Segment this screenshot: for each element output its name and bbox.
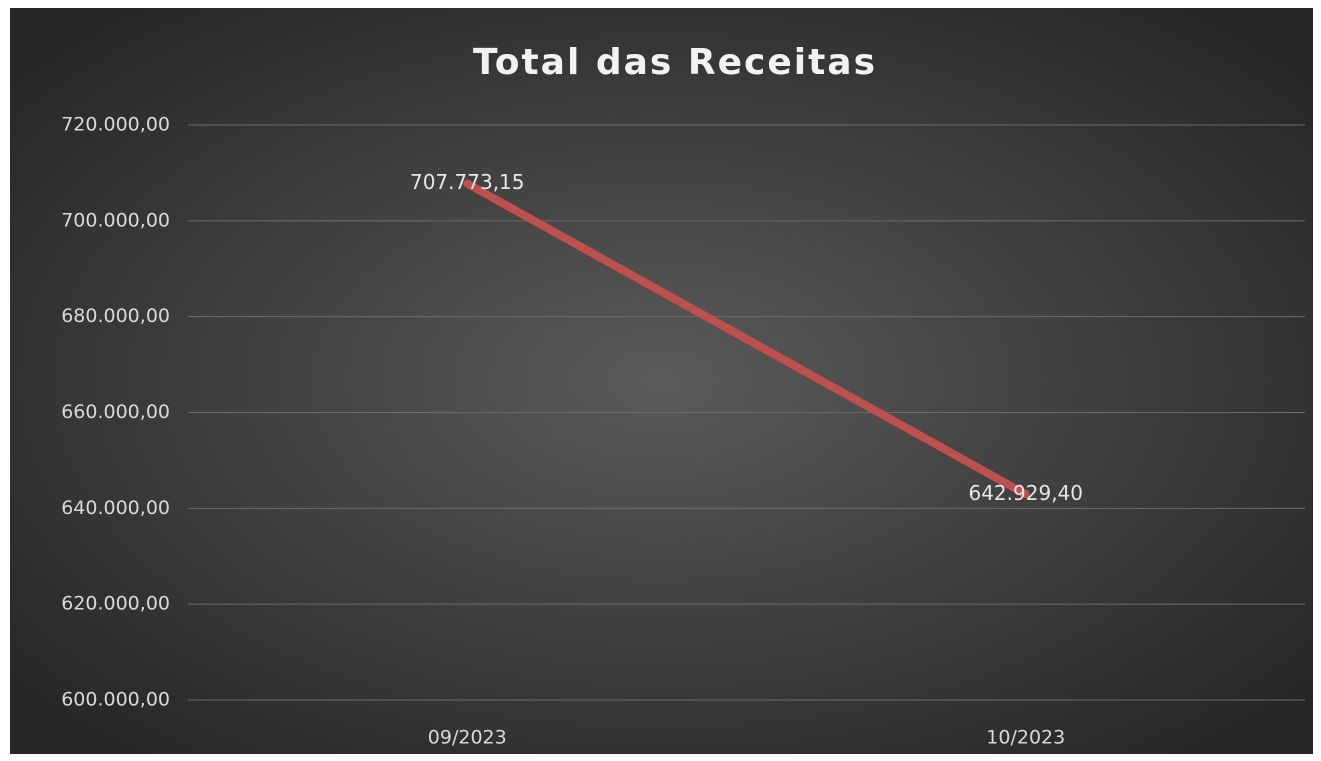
- x-tick-label: 10/2023: [986, 727, 1065, 749]
- y-tick-label: 620.000,00: [61, 593, 170, 615]
- data-label: 707.773,15: [410, 170, 525, 194]
- y-tick-label: 660.000,00: [61, 401, 170, 423]
- x-tick-label: 09/2023: [428, 727, 507, 749]
- y-tick-label: 600.000,00: [61, 689, 170, 711]
- y-tick-label: 680.000,00: [61, 305, 170, 327]
- chart-title: Total das Receitas: [473, 42, 877, 83]
- data-label: 642.929,40: [968, 481, 1083, 505]
- y-tick-label: 640.000,00: [61, 497, 170, 519]
- y-tick-label: 720.000,00: [61, 114, 170, 136]
- chart-background: [10, 8, 1313, 754]
- line-series: [463, 179, 1030, 499]
- y-tick-label: 700.000,00: [61, 209, 170, 231]
